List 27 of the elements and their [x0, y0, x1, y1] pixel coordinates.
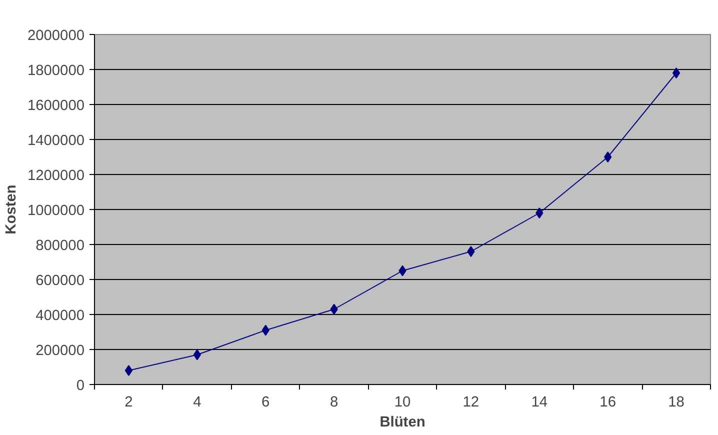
- y-tick-label: 800000: [36, 238, 85, 254]
- y-tick-label: 1400000: [27, 133, 85, 149]
- x-tick-label: 18: [668, 394, 684, 410]
- point: [124, 365, 133, 376]
- y-tick-label: 200000: [36, 343, 85, 359]
- x-tick-label: 4: [193, 394, 202, 410]
- y-tick-label: 1200000: [27, 168, 85, 184]
- point: [467, 246, 475, 257]
- y-tick-label: 1800000: [27, 63, 85, 79]
- x-tick-label: 12: [462, 394, 480, 410]
- y-axis-title: Kosten: [3, 184, 20, 234]
- point: [604, 152, 612, 162]
- x-tick-label: 8: [330, 394, 338, 410]
- point: [536, 208, 544, 218]
- x-tick-label: 6: [262, 394, 270, 410]
- y-tick-label: 1000000: [27, 203, 85, 219]
- x-tick-label: 14: [531, 394, 548, 410]
- y-tick-label: 600000: [36, 273, 85, 289]
- x-tick-label: 10: [394, 394, 411, 410]
- y-tick-label: 1600000: [27, 98, 85, 114]
- y-tick-label: 0: [76, 378, 85, 394]
- point: [672, 68, 680, 78]
- x-axis-title: Blüten: [380, 414, 426, 430]
- x-tick-label: 16: [600, 394, 616, 410]
- y-tick-label: 400000: [36, 308, 85, 324]
- x-tick-label: 2: [124, 394, 133, 410]
- y-tick-label: 2000000: [27, 28, 85, 44]
